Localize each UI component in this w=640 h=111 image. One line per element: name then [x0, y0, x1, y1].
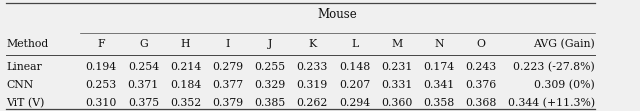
Text: 0.376: 0.376: [466, 80, 497, 90]
Text: K: K: [308, 39, 316, 49]
Text: 0.184: 0.184: [170, 80, 201, 90]
Text: 0.379: 0.379: [212, 98, 243, 108]
Text: 0.214: 0.214: [170, 62, 201, 72]
Text: 0.329: 0.329: [255, 80, 285, 90]
Text: 0.358: 0.358: [424, 98, 454, 108]
Text: 0.174: 0.174: [424, 62, 454, 72]
Text: N: N: [435, 39, 444, 49]
Text: 0.385: 0.385: [255, 98, 285, 108]
Text: 0.207: 0.207: [339, 80, 370, 90]
Text: ViT (V): ViT (V): [6, 98, 45, 108]
Text: 0.243: 0.243: [466, 62, 497, 72]
Text: 0.231: 0.231: [381, 62, 413, 72]
Text: 0.368: 0.368: [465, 98, 497, 108]
Text: J: J: [268, 39, 272, 49]
Text: 0.262: 0.262: [296, 98, 328, 108]
Text: 0.331: 0.331: [381, 80, 413, 90]
Text: F: F: [97, 39, 105, 49]
Text: 0.148: 0.148: [339, 62, 370, 72]
Text: 0.255: 0.255: [255, 62, 285, 72]
Text: 0.310: 0.310: [85, 98, 117, 108]
Text: I: I: [226, 39, 230, 49]
Text: 0.344 (+11.3%): 0.344 (+11.3%): [508, 98, 595, 108]
Text: 0.233: 0.233: [296, 62, 328, 72]
Text: 0.194: 0.194: [86, 62, 116, 72]
Text: CNN: CNN: [6, 80, 34, 90]
Text: L: L: [351, 39, 358, 49]
Text: O: O: [477, 39, 486, 49]
Text: 0.294: 0.294: [339, 98, 370, 108]
Text: 0.254: 0.254: [128, 62, 159, 72]
Text: M: M: [391, 39, 403, 49]
Text: 0.352: 0.352: [170, 98, 201, 108]
Text: 0.253: 0.253: [86, 80, 116, 90]
Text: 0.377: 0.377: [212, 80, 243, 90]
Text: Mouse: Mouse: [317, 8, 358, 21]
Text: Linear: Linear: [6, 62, 42, 72]
Text: 0.375: 0.375: [128, 98, 159, 108]
Text: 0.371: 0.371: [128, 80, 159, 90]
Text: 0.279: 0.279: [212, 62, 243, 72]
Text: 0.309 (0%): 0.309 (0%): [534, 80, 595, 90]
Text: 0.341: 0.341: [424, 80, 454, 90]
Text: AVG (Gain): AVG (Gain): [534, 39, 595, 49]
Text: 0.319: 0.319: [297, 80, 328, 90]
Text: 0.223 (-27.8%): 0.223 (-27.8%): [513, 62, 595, 72]
Text: G: G: [139, 39, 148, 49]
Text: 0.360: 0.360: [381, 98, 413, 108]
Text: Method: Method: [6, 39, 49, 49]
Text: H: H: [181, 39, 190, 49]
